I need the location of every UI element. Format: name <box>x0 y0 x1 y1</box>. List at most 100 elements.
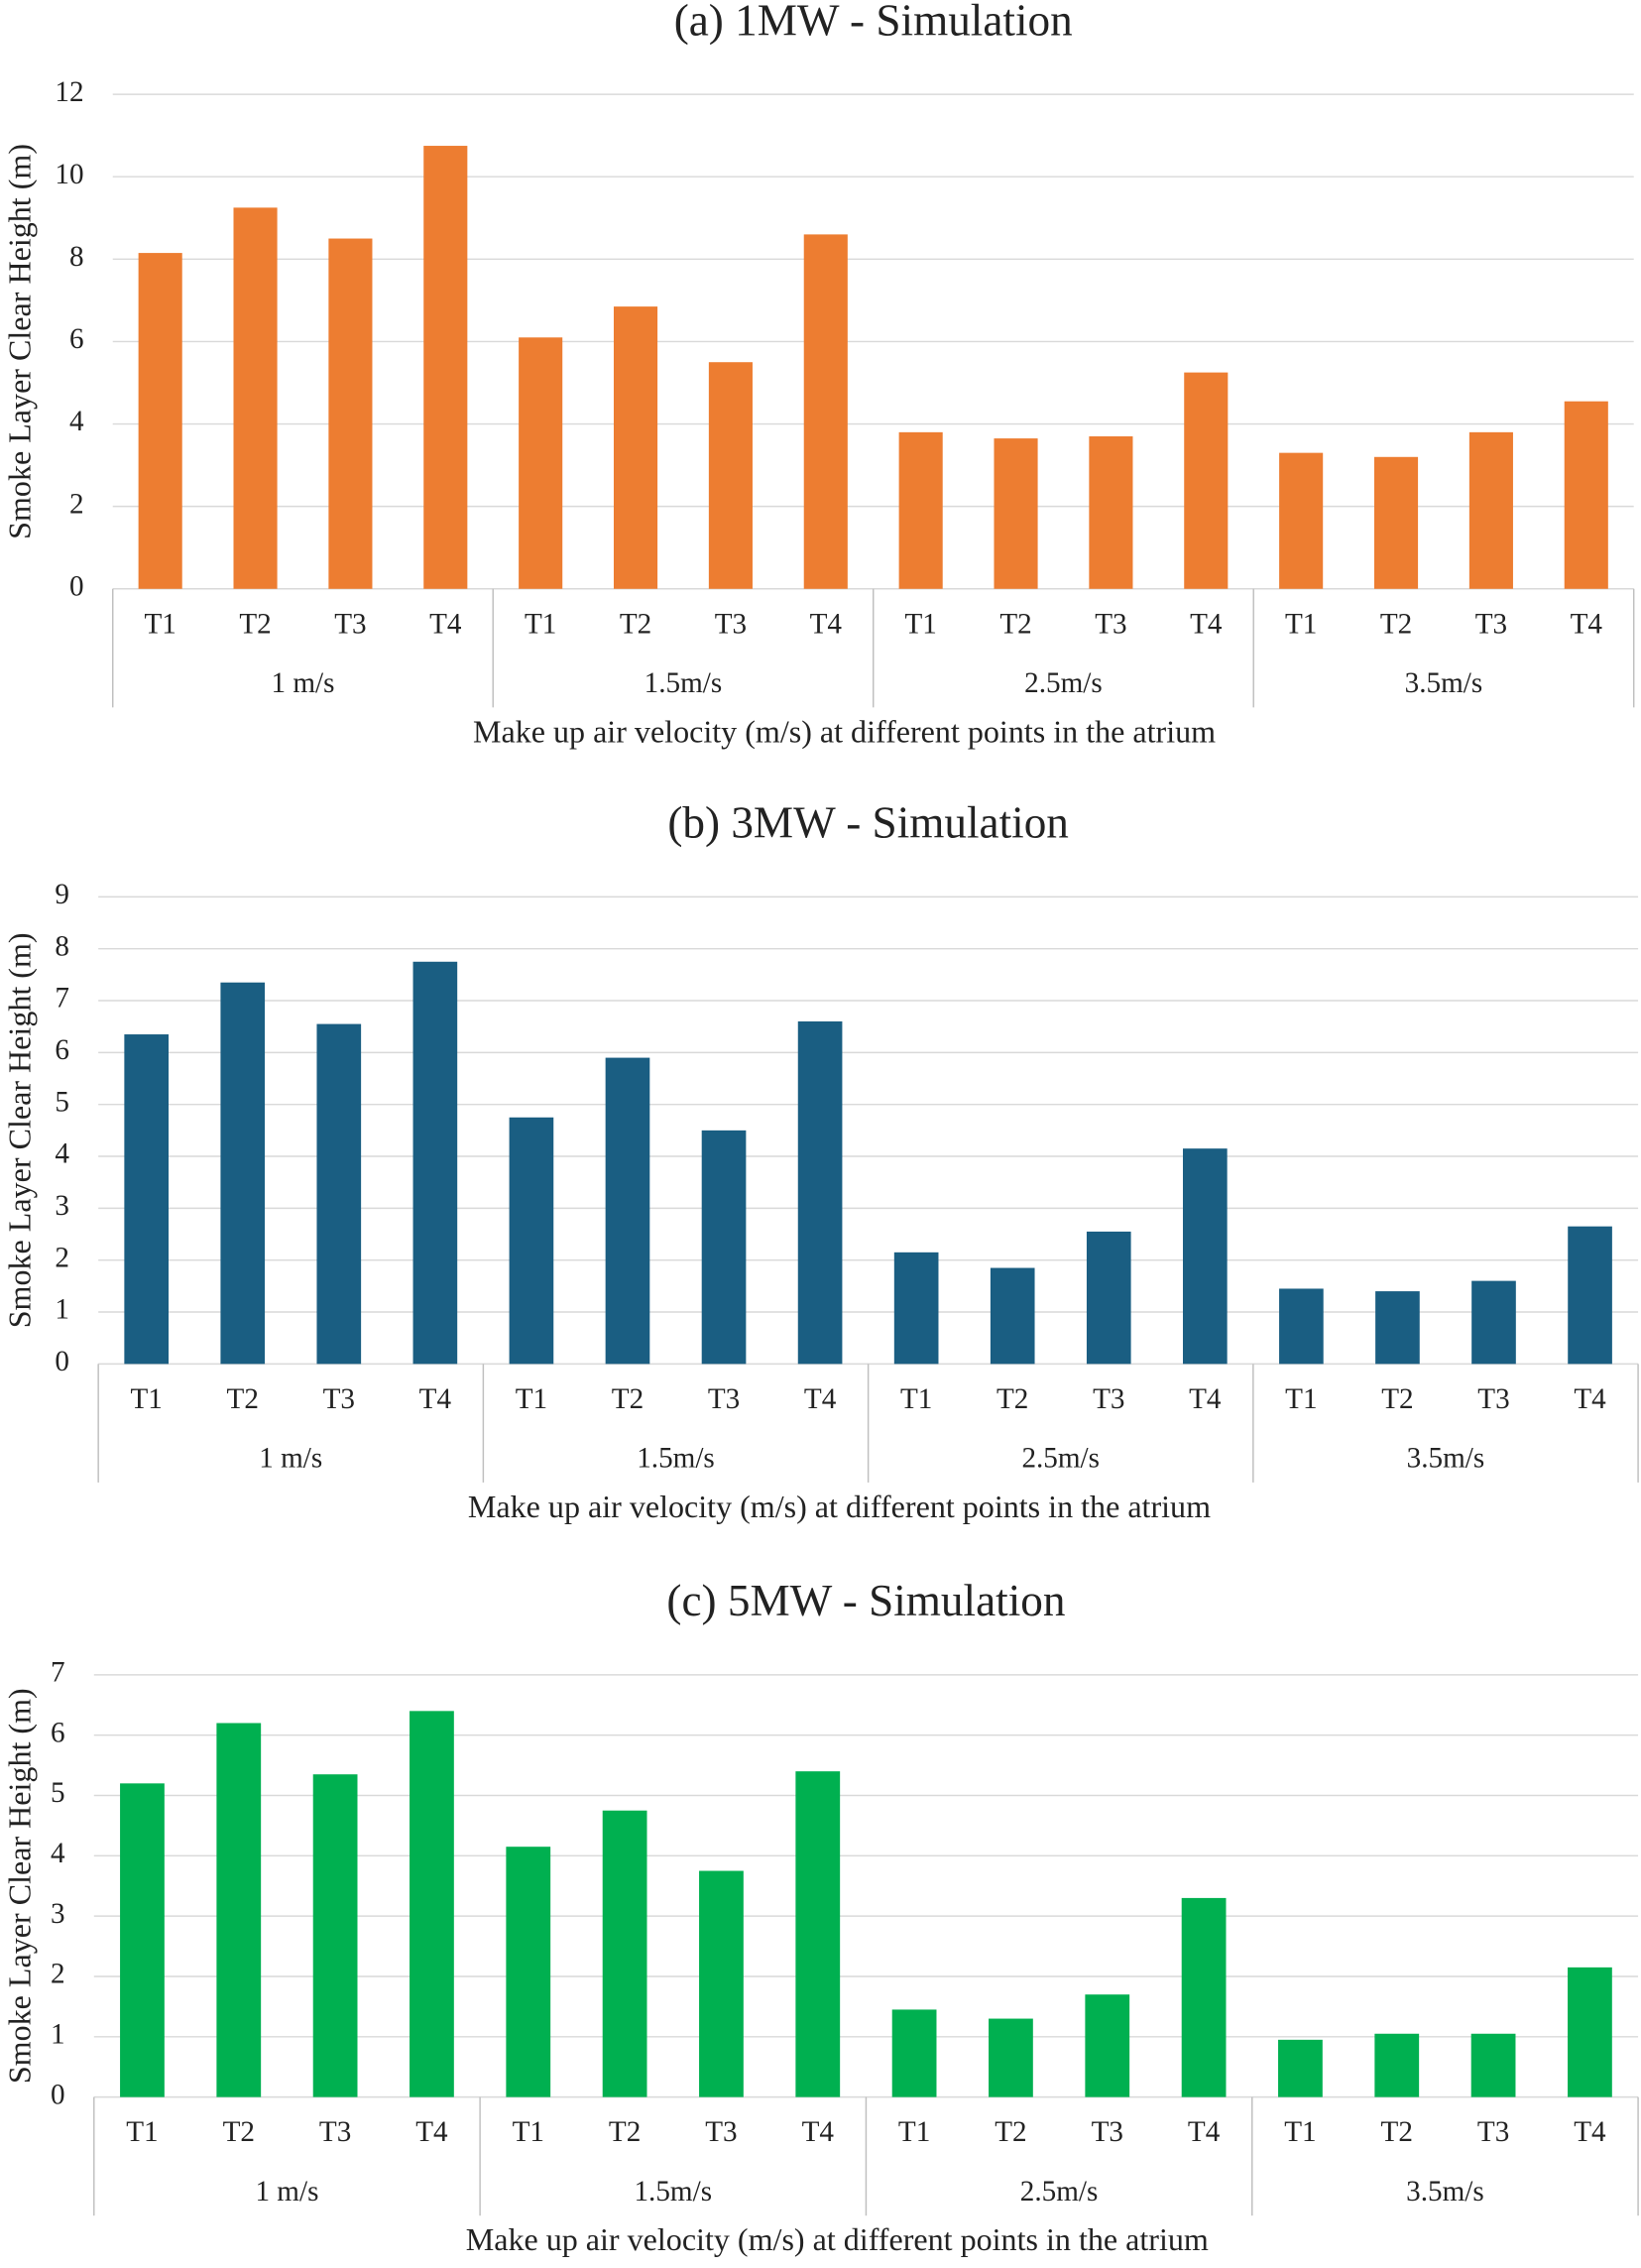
bar <box>1184 372 1229 589</box>
y-tick-label: 3 <box>51 1898 65 1930</box>
x-tick-label: T2 <box>227 1383 259 1415</box>
y-tick-label: 3 <box>55 1190 69 1222</box>
y-tick-label: 0 <box>69 570 84 602</box>
y-tick-label: 10 <box>55 159 83 190</box>
x-tick-label: T1 <box>144 608 176 640</box>
bar <box>893 1252 939 1365</box>
chart-title: (c) 5MW - Simulation <box>666 1576 1065 1625</box>
x-tick-label: T1 <box>1285 1383 1317 1415</box>
x-tick-label: T1 <box>898 2116 930 2148</box>
y-tick-label: 8 <box>55 930 69 962</box>
bar <box>316 1023 362 1365</box>
bar <box>120 1783 165 2097</box>
group-label: 2.5m/s <box>1020 2176 1099 2208</box>
y-tick-label: 2 <box>69 488 84 520</box>
x-axis-title: Make up air velocity (m/s) at different … <box>468 1489 1211 1524</box>
bar <box>1568 1226 1612 1365</box>
x-tick-label: T1 <box>1284 2116 1316 2148</box>
y-tick-label: 2 <box>51 1959 65 1990</box>
x-tick-label: T4 <box>415 2116 448 2148</box>
bar <box>1181 1897 1227 2097</box>
x-tick-label: T2 <box>999 608 1031 640</box>
x-tick-label: T4 <box>802 2116 835 2148</box>
x-tick-label: T3 <box>715 608 747 640</box>
chart-title: (b) 3MW - Simulation <box>667 798 1069 848</box>
y-tick-label: 7 <box>55 983 69 1015</box>
bar <box>1278 2039 1323 2097</box>
group-label: 2.5m/s <box>1024 667 1103 699</box>
bar <box>1279 452 1324 589</box>
x-tick-label: T1 <box>1285 608 1317 640</box>
x-tick-label: T2 <box>996 1383 1028 1415</box>
x-tick-label: T4 <box>419 1383 452 1415</box>
x-tick-label: T4 <box>1574 1383 1606 1415</box>
bar <box>1089 436 1133 589</box>
y-tick-label: 9 <box>55 879 69 910</box>
x-tick-label: T3 <box>1477 2116 1509 2148</box>
bar <box>410 1711 454 2097</box>
x-tick-label: T4 <box>1571 608 1603 640</box>
bar <box>994 438 1038 589</box>
x-tick-label: T3 <box>1475 608 1507 640</box>
x-tick-label: T3 <box>1095 608 1126 640</box>
y-tick-label: 0 <box>51 2079 65 2110</box>
bar <box>1373 456 1419 589</box>
bar <box>803 234 848 589</box>
bar <box>138 253 182 589</box>
y-tick-label: 1 <box>55 1294 69 1326</box>
bar <box>795 1771 841 2097</box>
y-axis-title: Smoke Layer Clear Height (m) <box>2 144 38 539</box>
y-tick-label: 6 <box>69 323 84 355</box>
bar <box>1471 1280 1516 1365</box>
x-tick-label: T1 <box>513 2116 544 2148</box>
x-tick-label: T3 <box>1092 2116 1123 2148</box>
bar <box>1374 2033 1420 2097</box>
y-tick-label: 1 <box>51 2018 65 2050</box>
bar <box>412 961 458 1365</box>
group-label: 1 m/s <box>259 1443 322 1475</box>
group-label: 1 m/s <box>255 2176 318 2208</box>
group-label: 1.5m/s <box>637 1443 715 1475</box>
x-tick-label: T4 <box>1189 1383 1222 1415</box>
bar <box>1085 1994 1130 2097</box>
bar <box>605 1057 650 1365</box>
x-tick-label: T2 <box>239 608 271 640</box>
bar <box>1470 2033 1516 2097</box>
x-tick-label: T4 <box>1574 2116 1606 2148</box>
y-tick-label: 8 <box>69 241 84 273</box>
y-tick-label: 6 <box>51 1717 65 1748</box>
bar <box>699 1870 744 2097</box>
bar <box>708 362 753 589</box>
group-label: 1.5m/s <box>645 667 723 699</box>
y-tick-label: 6 <box>55 1034 69 1066</box>
group-label: 3.5m/s <box>1405 667 1483 699</box>
y-axis-title: Smoke Layer Clear Height (m) <box>2 932 38 1328</box>
bar <box>1568 1967 1612 2097</box>
group-label: 2.5m/s <box>1021 1443 1100 1475</box>
y-tick-label: 7 <box>51 1657 65 1689</box>
y-tick-label: 12 <box>55 76 83 108</box>
group-label: 3.5m/s <box>1407 1443 1485 1475</box>
x-tick-label: T1 <box>516 1383 547 1415</box>
bar <box>1086 1231 1131 1365</box>
y-tick-label: 4 <box>51 1838 65 1869</box>
bar <box>990 1267 1035 1365</box>
x-tick-label: T2 <box>1381 1383 1413 1415</box>
bar <box>701 1130 747 1365</box>
bar <box>1279 1288 1324 1365</box>
chart-title: (a) 1MW - Simulation <box>674 0 1073 45</box>
y-tick-label: 4 <box>69 406 84 437</box>
x-tick-label: T1 <box>130 1383 162 1415</box>
y-tick-label: 5 <box>51 1777 65 1809</box>
bar <box>989 2018 1033 2097</box>
group-label: 1 m/s <box>271 667 334 699</box>
group-label: 1.5m/s <box>634 2176 712 2208</box>
x-tick-label: T3 <box>708 1383 740 1415</box>
y-axis-title: Smoke Layer Clear Height (m) <box>2 1688 38 2084</box>
bar <box>602 1810 647 2097</box>
x-tick-label: T4 <box>429 608 462 640</box>
x-tick-label: T1 <box>904 608 936 640</box>
y-tick-label: 5 <box>55 1086 69 1118</box>
y-tick-label: 2 <box>55 1242 69 1273</box>
